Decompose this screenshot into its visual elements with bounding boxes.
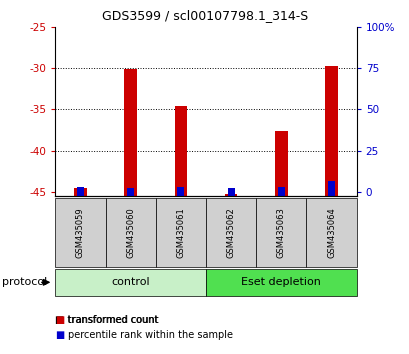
Text: ■: ■ xyxy=(55,315,65,325)
Bar xyxy=(205,269,356,296)
Bar xyxy=(274,131,287,196)
Text: control: control xyxy=(111,277,150,287)
Bar xyxy=(324,65,337,196)
Bar xyxy=(327,181,334,196)
Text: GSM435062: GSM435062 xyxy=(226,207,235,258)
Bar xyxy=(77,187,84,196)
Text: GSM435059: GSM435059 xyxy=(76,207,85,258)
Bar xyxy=(256,198,306,267)
Bar xyxy=(55,198,105,267)
Bar xyxy=(205,198,256,267)
Text: GDS3599 / scl00107798.1_314-S: GDS3599 / scl00107798.1_314-S xyxy=(101,9,308,22)
Bar xyxy=(124,69,137,196)
Bar xyxy=(227,188,234,196)
Text: ■: ■ xyxy=(55,330,65,339)
Text: percentile rank within the sample: percentile rank within the sample xyxy=(67,330,232,339)
Bar xyxy=(277,187,284,196)
Text: Eset depletion: Eset depletion xyxy=(241,277,321,287)
Text: GSM435064: GSM435064 xyxy=(326,207,335,258)
Text: GSM435060: GSM435060 xyxy=(126,207,135,258)
Bar xyxy=(224,194,237,196)
Bar xyxy=(174,106,187,196)
Text: GSM435063: GSM435063 xyxy=(276,207,285,258)
Bar xyxy=(105,198,155,267)
Text: transformed count: transformed count xyxy=(67,315,158,325)
Text: ■ transformed count: ■ transformed count xyxy=(55,315,158,325)
Bar xyxy=(177,187,184,196)
Bar xyxy=(306,198,356,267)
Bar xyxy=(74,188,87,196)
Bar xyxy=(127,188,134,196)
Bar xyxy=(155,198,205,267)
Bar xyxy=(55,269,205,296)
Text: GSM435061: GSM435061 xyxy=(176,207,185,258)
Text: protocol: protocol xyxy=(2,277,47,287)
